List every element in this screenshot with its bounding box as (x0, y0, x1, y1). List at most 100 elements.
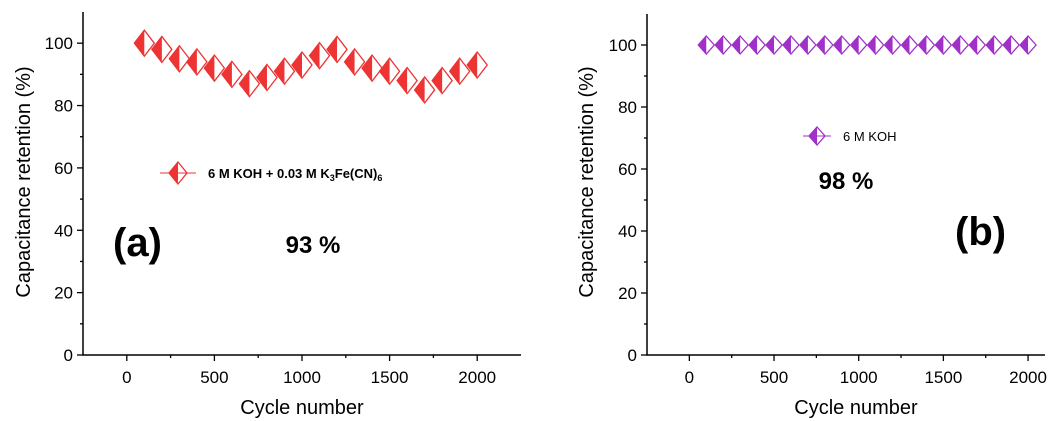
chart-a-ytick-label-2: 40 (54, 221, 73, 240)
chart-a-ytick-label-1: 20 (54, 284, 73, 303)
chart-a-ytick-label-5: 100 (45, 34, 73, 53)
chart-a-point-14-fill (379, 58, 390, 85)
chart-b-point-4-outline (765, 35, 783, 55)
chart-a-point-8 (273, 57, 296, 86)
chart-a-point-10-outline (308, 41, 331, 70)
chart-a-point-3-fill (186, 48, 197, 75)
chart-b-point-15-fill (952, 36, 961, 54)
chart-b-point-3 (748, 35, 766, 55)
chart-a-xtick-label-3: 1500 (371, 368, 409, 387)
chart-b-point-4 (765, 35, 783, 55)
chart-b-point-19-fill (1020, 36, 1029, 54)
chart-a-point-11-outline (326, 35, 348, 64)
chart-a-point-13 (361, 54, 383, 83)
chart-a-point-1-fill (151, 36, 162, 63)
chart-b-annotation: 98 % (819, 168, 874, 195)
chart-b-point-9-fill (850, 36, 859, 54)
chart-a-legend-marker (168, 160, 188, 186)
chart-a-point-4 (203, 54, 226, 83)
chart-b-point-6-outline (799, 35, 817, 55)
chart-b-legend-diamond-fill (809, 127, 817, 145)
chart-b-point-8-fill (833, 36, 842, 54)
chart-a-xtick-label-2: 1000 (283, 368, 321, 387)
chart-b-point-1 (714, 35, 733, 55)
chart-b-point-16 (968, 35, 987, 55)
chart-b-point-19-outline (1019, 35, 1037, 55)
chart-a-point-18-fill (449, 58, 460, 85)
chart-b-point-0-fill (698, 36, 707, 54)
chart-b-point-5-outline (782, 35, 800, 55)
chart-a-point-6 (238, 69, 261, 98)
chart-a-point-5-outline (221, 60, 243, 89)
chart-b-point-11-outline (883, 35, 902, 55)
chart-a-point-16-outline (413, 75, 436, 105)
chart-a-point-9 (291, 50, 313, 80)
chart-a-point-18-outline (448, 57, 471, 86)
chart-a-point-2-fill (169, 45, 180, 72)
chart-a-point-1 (151, 35, 173, 64)
chart-a-point-4-fill (204, 55, 215, 82)
chart-a-ytick-label-0: 0 (64, 346, 73, 365)
chart-a-point-16 (413, 75, 436, 105)
chart-b-point-17-outline (985, 35, 1004, 55)
chart-b-point-0-outline (697, 35, 716, 55)
chart-b-point-11 (883, 35, 902, 55)
chart-a-marks (133, 29, 489, 105)
chart-a-point-19-outline (466, 50, 489, 80)
chart-a-point-15 (396, 66, 418, 95)
chart-a-point-19-fill (467, 52, 478, 79)
chart-b-point-12-outline (900, 35, 919, 55)
chart-b-point-15-outline (951, 35, 970, 55)
chart-a-point-0-fill (134, 30, 145, 57)
chart-a-ticks: 0 500 1000 1500 2000 0 20 40 60 80 100 (45, 34, 496, 387)
chart-a-point-17-outline (431, 66, 453, 95)
chart-b-xtick-label-1: 500 (760, 368, 788, 387)
chart-b-point-13 (917, 35, 936, 55)
chart-a-legend-label-main: 6 M KOH + 0.03 M K (208, 166, 330, 181)
chart-a-point-9-fill (292, 52, 302, 79)
chart-b-point-7-outline (815, 35, 834, 55)
chart-a-point-16-fill (414, 76, 425, 103)
chart-b-point-11-fill (884, 36, 893, 54)
chart-a-point-19 (466, 50, 489, 80)
chart-a-point-17-fill (432, 67, 443, 94)
chart-b-point-13-outline (917, 35, 936, 55)
chart-a-point-3-outline (186, 47, 208, 76)
chart-a-legend-label-sub1: 3 (330, 173, 335, 183)
chart-b-point-9 (849, 35, 868, 55)
chart-a-axes (82, 12, 521, 356)
chart-b-xlabel: Cycle number (794, 397, 918, 419)
chart-a-point-0 (133, 29, 156, 58)
chart-a-point-5-fill (221, 61, 232, 88)
chart-a-point-10 (308, 41, 331, 70)
chart-b-panel-label: (b) (955, 210, 1006, 254)
chart-b-legend-diamond-outline (808, 126, 826, 146)
chart-a-annotation: 93 % (286, 232, 341, 259)
chart-b-xtick-label-4: 2000 (1009, 368, 1047, 387)
chart-a-point-7-outline (256, 63, 278, 92)
chart-a-point-17 (431, 66, 453, 95)
chart-a-xtick-label-0: 0 (122, 368, 131, 387)
chart-a-point-18 (448, 57, 471, 86)
chart-b-point-7 (815, 35, 834, 55)
chart-a-point-6-fill (239, 70, 250, 97)
chart-b-point-14-fill (935, 36, 944, 54)
chart-a-legend: 6 M KOH + 0.03 M K3Fe(CN)6 (160, 160, 382, 186)
chart-b-point-13-fill (918, 36, 927, 54)
chart-a-point-13-outline (361, 54, 383, 83)
chart-a-point-7 (256, 63, 278, 92)
chart-a-legend-label-sub2: 6 (377, 173, 382, 183)
chart-a-legend-diamond (168, 160, 188, 186)
chart-a-xtick-label-4: 2000 (458, 368, 496, 387)
chart-a-ytick-label-4: 80 (54, 97, 73, 116)
chart-b-point-9-outline (849, 35, 868, 55)
chart-b-ytick-label-2: 40 (618, 222, 637, 241)
chart-b-point-16-outline (968, 35, 987, 55)
chart-a-point-12-outline (343, 47, 366, 76)
chart-b-point-8-outline (832, 35, 851, 55)
chart-a-point-9-outline (291, 50, 313, 80)
chart-b-ytick-label-1: 20 (618, 284, 637, 303)
chart-b-point-1-fill (715, 36, 724, 54)
chart-b-point-10-outline (866, 35, 885, 55)
